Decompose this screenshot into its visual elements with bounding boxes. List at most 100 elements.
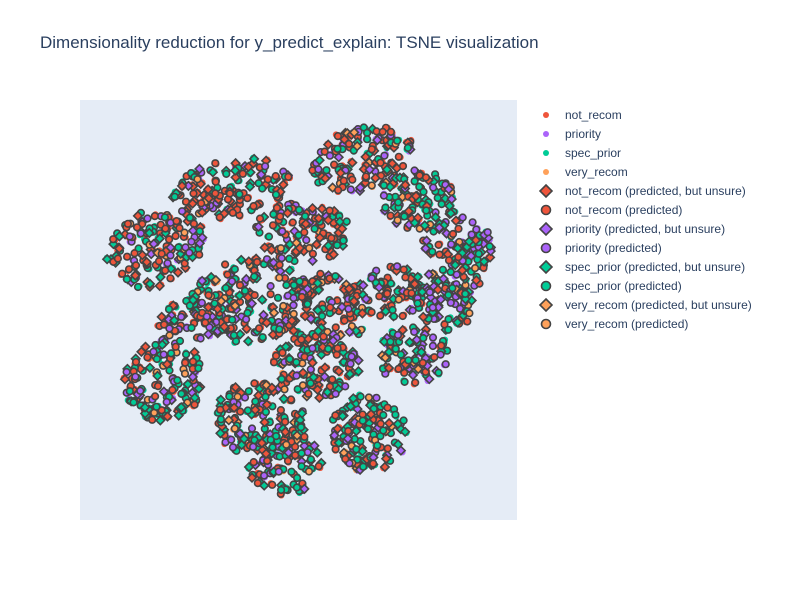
predicted-point bbox=[261, 162, 270, 171]
predicted-point bbox=[288, 218, 297, 227]
predicted-point bbox=[447, 240, 456, 249]
predicted-point bbox=[314, 462, 323, 471]
predicted-point bbox=[432, 284, 444, 296]
predicted-point bbox=[360, 151, 371, 163]
predicted-point bbox=[274, 467, 283, 476]
predicted-point bbox=[359, 462, 368, 471]
predicted-point bbox=[269, 210, 278, 219]
predicted-point bbox=[344, 368, 356, 380]
predicted-point bbox=[129, 398, 138, 407]
predicted-point bbox=[319, 332, 328, 341]
predicted-point bbox=[160, 227, 171, 239]
predicted-point bbox=[196, 207, 208, 218]
predicted-point bbox=[291, 451, 300, 460]
predicted-point bbox=[296, 423, 306, 432]
predicted-point bbox=[137, 249, 148, 261]
legend-item[interactable]: not_recom (predicted) bbox=[537, 200, 752, 219]
predicted-point bbox=[166, 274, 175, 283]
predicted-point bbox=[246, 298, 258, 309]
predicted-point bbox=[399, 416, 408, 425]
predicted-point bbox=[144, 278, 156, 290]
predicted-point bbox=[400, 212, 409, 221]
predicted-point bbox=[260, 448, 272, 460]
predicted-point bbox=[383, 444, 392, 453]
predicted-point bbox=[234, 428, 246, 440]
legend-item[interactable]: priority (predicted, but unsure) bbox=[537, 219, 752, 238]
predicted-point bbox=[129, 270, 141, 281]
predicted-point bbox=[449, 259, 461, 271]
legend-item[interactable]: very_recom bbox=[537, 162, 752, 181]
legend-label: spec_prior (predicted) bbox=[565, 278, 682, 293]
predicted-point bbox=[282, 207, 293, 219]
predicted-point bbox=[430, 211, 441, 223]
predicted-point bbox=[450, 215, 462, 227]
predicted-point bbox=[268, 443, 277, 452]
predicted-point bbox=[225, 189, 234, 198]
predicted-point bbox=[358, 416, 367, 425]
predicted-point bbox=[304, 389, 313, 398]
predicted-point bbox=[316, 349, 327, 361]
legend-label: very_recom (predicted, but unsure) bbox=[565, 297, 752, 312]
predicted-point bbox=[149, 347, 158, 356]
legend-item[interactable]: spec_prior bbox=[537, 143, 752, 162]
legend-item[interactable]: not_recom bbox=[537, 105, 752, 124]
legend-item[interactable]: very_recom (predicted, but unsure) bbox=[537, 295, 752, 314]
predicted-point bbox=[407, 289, 416, 298]
predicted-point bbox=[289, 293, 298, 303]
predicted-point bbox=[225, 392, 234, 401]
predicted-point bbox=[284, 265, 295, 276]
predicted-point bbox=[420, 243, 431, 254]
predicted-point bbox=[299, 310, 311, 322]
legend-item[interactable]: priority (predicted) bbox=[537, 238, 752, 257]
predicted-point bbox=[306, 455, 316, 464]
legend-item[interactable]: spec_prior (predicted) bbox=[537, 276, 752, 295]
predicted-point bbox=[433, 222, 445, 234]
predicted-point bbox=[234, 290, 245, 301]
predicted-point bbox=[307, 202, 318, 214]
predicted-point bbox=[278, 348, 287, 357]
predicted-point bbox=[444, 325, 453, 334]
legend-item[interactable]: very_recom (predicted) bbox=[537, 314, 752, 333]
predicted-point bbox=[441, 360, 450, 369]
legend-item[interactable]: spec_prior (predicted, but unsure) bbox=[537, 257, 752, 276]
predicted-point bbox=[268, 257, 279, 268]
predicted-point bbox=[244, 181, 256, 192]
predicted-point bbox=[195, 250, 204, 259]
predicted-point bbox=[325, 206, 334, 215]
legend-marker-icon bbox=[543, 111, 549, 118]
predicted-point bbox=[182, 350, 191, 359]
predicted-point bbox=[283, 447, 294, 458]
predicted-point bbox=[437, 200, 446, 209]
predicted-point bbox=[373, 282, 385, 293]
predicted-point bbox=[331, 272, 340, 281]
predicted-point bbox=[326, 303, 335, 312]
predicted-point bbox=[328, 375, 337, 384]
predicted-point bbox=[373, 441, 382, 450]
legend-label: spec_prior bbox=[565, 145, 622, 160]
legend-label: very_recom (predicted) bbox=[565, 316, 689, 331]
legend-marker-icon bbox=[538, 297, 554, 312]
predicted-point bbox=[196, 275, 208, 287]
predicted-point bbox=[388, 305, 397, 315]
predicted-point bbox=[383, 362, 395, 374]
predicted-point bbox=[194, 163, 205, 175]
predicted-point bbox=[148, 238, 160, 250]
predicted-point bbox=[249, 202, 258, 211]
predicted-point bbox=[333, 365, 345, 377]
predicted-point bbox=[230, 424, 239, 433]
predicted-point bbox=[409, 217, 421, 229]
predicted-point bbox=[448, 284, 457, 293]
legend-item[interactable]: priority bbox=[537, 124, 752, 143]
predicted-point bbox=[185, 248, 194, 257]
predicted-point bbox=[263, 456, 272, 466]
predicted-point bbox=[302, 236, 311, 245]
predicted-point bbox=[331, 411, 340, 420]
predicted-point bbox=[444, 290, 453, 300]
predicted-point bbox=[276, 244, 286, 253]
predicted-point bbox=[160, 213, 169, 222]
predicted-point bbox=[174, 243, 183, 252]
predicted-point bbox=[463, 317, 472, 326]
predicted-point bbox=[160, 320, 169, 329]
legend-item[interactable]: not_recom (predicted, but unsure) bbox=[537, 181, 752, 200]
